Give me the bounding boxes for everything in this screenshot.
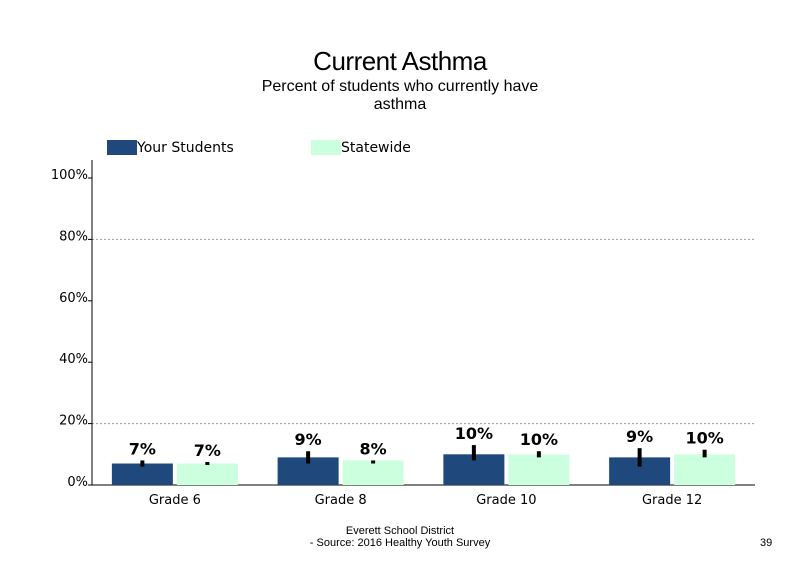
- y-tick-label: 80%: [59, 229, 88, 244]
- data-label: 7%: [129, 439, 156, 458]
- legend-label-your-students: Your Students: [137, 140, 234, 156]
- x-tick-label: Grade 12: [642, 493, 702, 508]
- page-number: 39: [760, 537, 773, 549]
- data-label: 10%: [520, 430, 558, 449]
- footer-source: - Source: 2016 Healthy Youth Survey: [309, 537, 491, 549]
- data-label: 9%: [626, 427, 653, 446]
- data-label: 9%: [295, 430, 322, 449]
- legend-swatch-your-students: [107, 140, 137, 155]
- legend-swatch-statewide: [311, 140, 341, 155]
- bar-statewide: [508, 454, 570, 485]
- y-tick-label: 60%: [59, 291, 88, 306]
- x-tick-label: Grade 8: [315, 493, 367, 508]
- y-tick-label: 100%: [51, 168, 88, 183]
- data-label: 8%: [360, 439, 387, 458]
- subtitle-line-2: asthma: [373, 96, 427, 113]
- subtitle-line-1: Percent of students who currently have: [261, 78, 539, 95]
- bar-your-students: [111, 463, 173, 485]
- bar-statewide: [176, 463, 238, 485]
- y-tick-label: 20%: [59, 414, 88, 429]
- legend-item-statewide: Statewide: [311, 140, 441, 157]
- legend-label-statewide: Statewide: [341, 140, 411, 156]
- bar-statewide: [674, 454, 736, 485]
- legend-item-your-students: Your Students: [107, 140, 267, 157]
- data-label: 10%: [685, 429, 723, 448]
- y-tick-label: 0%: [67, 475, 88, 490]
- chart-title: Current Asthma: [313, 46, 487, 76]
- x-tick-label: Grade 6: [149, 493, 201, 508]
- data-label: 7%: [194, 441, 221, 460]
- footer-district: Everett School District: [345, 525, 455, 537]
- bar-statewide: [342, 460, 404, 485]
- chart-subtitle: Percent of students who currently have a…: [248, 78, 552, 114]
- footer: Everett School District - Source: 2016 H…: [240, 525, 560, 549]
- x-tick-label: Grade 10: [476, 493, 536, 508]
- data-label: 10%: [455, 424, 493, 443]
- y-tick-label: 40%: [59, 352, 88, 367]
